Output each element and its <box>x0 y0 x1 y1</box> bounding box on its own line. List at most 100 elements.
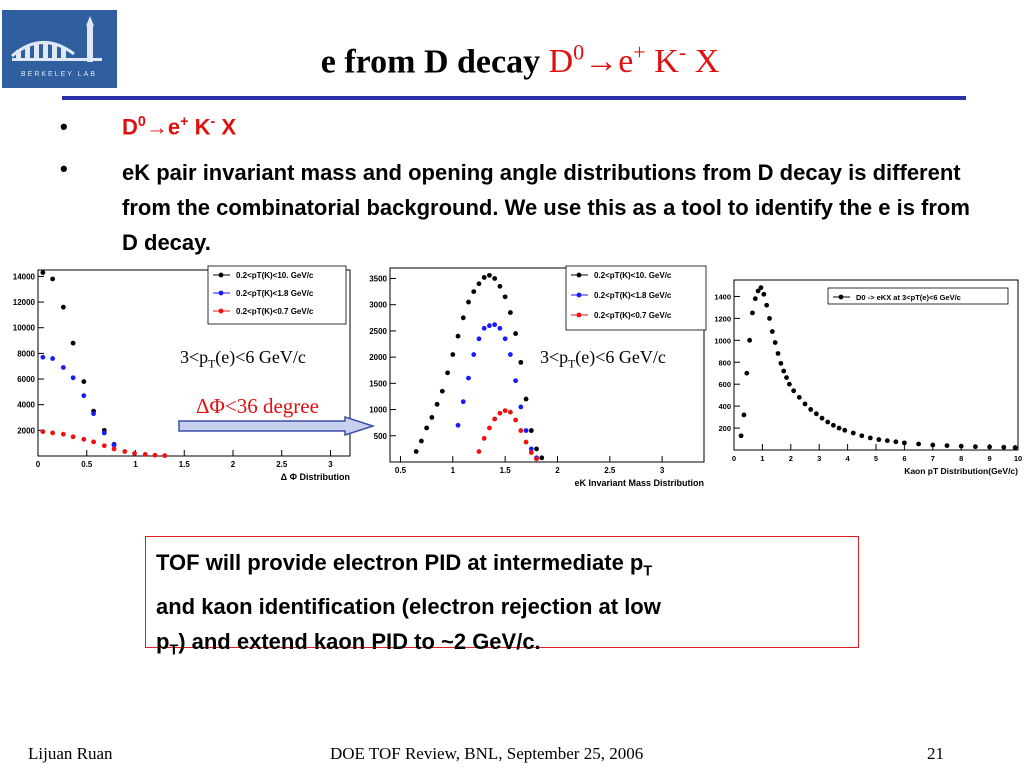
data-point <box>471 352 477 357</box>
title-sup-minus: - <box>678 40 687 65</box>
data-point <box>487 272 492 278</box>
footer-event: DOE TOF Review, BNL, September 25, 2006 <box>330 744 644 763</box>
y-tick-label: 800 <box>718 358 731 367</box>
data-point <box>819 415 825 421</box>
data-point <box>842 427 848 433</box>
data-point <box>50 430 56 436</box>
title-red-part: D0→e+ K- X <box>549 40 720 81</box>
data-point <box>481 325 487 331</box>
title-sup-plus: + <box>633 40 646 65</box>
tof-summary-box: TOF will provide electron PID at interme… <box>145 536 859 659</box>
data-point <box>791 388 797 394</box>
data-point <box>70 434 76 440</box>
data-point <box>796 394 802 400</box>
y-tick-label: 3000 <box>369 301 387 310</box>
data-point <box>445 370 450 376</box>
data-point <box>513 417 518 423</box>
data-point <box>755 288 761 294</box>
data-point <box>808 407 814 412</box>
x-tick-label: 7 <box>931 454 935 463</box>
data-point <box>60 365 66 370</box>
data-point <box>518 404 524 410</box>
y-tick-label: 2500 <box>369 327 387 336</box>
data-point <box>101 443 107 449</box>
x-tick-label: 1.5 <box>179 460 191 469</box>
data-point <box>944 443 950 449</box>
x-tick-label: 0.5 <box>81 460 93 469</box>
x-tick-label: 2.5 <box>276 460 288 469</box>
data-point <box>466 375 471 381</box>
kaon-pt-chart: 0 1 2 3 4 5 6 7 8 9 10 200 400 600 800 1000 1200 1400 Kaon… <box>714 279 1022 476</box>
footer-page-number: 21 <box>927 744 944 763</box>
data-point <box>481 436 487 441</box>
y-tick-label: 1200 <box>714 314 731 323</box>
data-point <box>513 378 518 384</box>
data-point <box>122 449 128 454</box>
data-point <box>502 294 508 300</box>
bullet1-sup-plus: + <box>180 114 189 130</box>
data-point <box>518 359 524 365</box>
data-point <box>523 428 529 433</box>
arrow-icon: → <box>584 43 619 81</box>
data-point <box>481 275 487 280</box>
data-point <box>747 337 753 343</box>
x-tick-label: 3 <box>660 466 665 475</box>
data-point <box>741 412 747 418</box>
data-point <box>1001 444 1007 450</box>
data-point <box>775 351 781 356</box>
data-point <box>761 291 767 297</box>
annotation2-rest: (e)<6 GeV/c <box>575 347 666 367</box>
bullet1-e: e <box>167 114 181 140</box>
legend-marker <box>218 290 224 296</box>
data-point <box>781 368 787 374</box>
legend-entry: 0.2<pT(K)<1.8 GeV/c <box>594 291 672 300</box>
bullet-marker-2: • <box>60 156 68 181</box>
x-tick-label: 10 <box>1014 454 1022 463</box>
y-tick-label: 1000 <box>369 406 387 415</box>
bullet1-sup-zero: 0 <box>137 114 146 130</box>
data-point <box>825 419 831 425</box>
data-point <box>867 435 873 441</box>
x-axis-label: eK Invariant Mass Distribution <box>574 478 704 488</box>
legend-marker <box>576 272 582 278</box>
data-point <box>81 379 87 384</box>
data-point <box>876 437 882 442</box>
x-tick-label: 1 <box>451 466 456 475</box>
data-point <box>784 375 789 381</box>
legend-marker <box>218 308 224 314</box>
data-point <box>507 409 513 415</box>
plot-frame <box>389 267 705 463</box>
data-point <box>91 439 96 445</box>
data-point <box>132 451 137 456</box>
data-point <box>497 410 503 416</box>
arrow-icon <box>178 416 375 436</box>
x-tick-label: 2.5 <box>604 466 616 475</box>
data-point <box>487 323 492 329</box>
data-point <box>902 440 907 446</box>
legend-entry: 0.2<pT(K)<0.7 GeV/c <box>236 307 314 316</box>
y-tick-label: 10000 <box>13 324 36 333</box>
tof-line-1-text: TOF will provide electron PID at interme… <box>156 550 644 575</box>
data-point <box>850 430 856 436</box>
data-point <box>893 439 899 445</box>
data-point <box>507 310 513 315</box>
x-tick-label: 8 <box>959 454 963 463</box>
bullet-1-text: D0→e+ K- X <box>122 114 236 140</box>
legend-box <box>207 265 347 325</box>
legend-entry: 0.2<pT(K)<10. GeV/c <box>236 271 314 280</box>
legend-box <box>565 265 707 331</box>
data-point <box>455 333 461 339</box>
x-tick-label: 2 <box>555 466 560 475</box>
y-tick-label: 400 <box>718 402 731 411</box>
data-point <box>492 322 498 328</box>
annotation1-text: 3<p <box>180 347 209 367</box>
data-point <box>492 276 498 281</box>
y-tick-label: 1000 <box>714 336 731 345</box>
data-point <box>50 356 56 361</box>
plot-frame <box>733 279 1019 451</box>
x-tick-label: 6 <box>902 454 906 463</box>
legend-marker <box>576 312 582 318</box>
tof-sub-t2: T <box>169 642 179 659</box>
data-point <box>40 429 46 435</box>
legend-marker <box>218 272 224 278</box>
